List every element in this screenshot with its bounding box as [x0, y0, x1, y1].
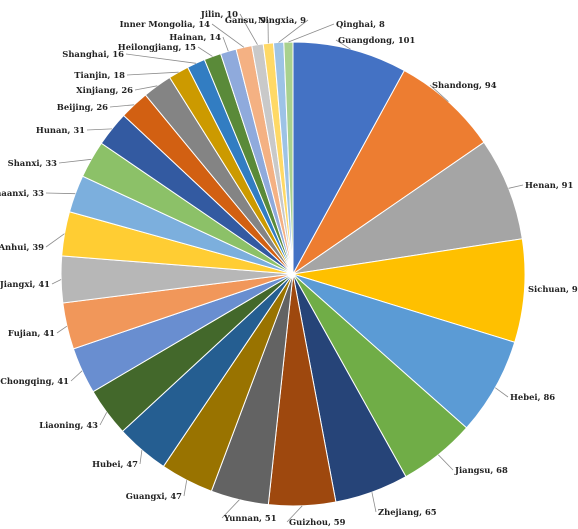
leader-line-hebei: [494, 387, 509, 398]
leader-line-yunnan: [221, 499, 240, 519]
data-label-hebei: Hebei, 86: [510, 392, 555, 402]
leader-line-tianjin: [126, 71, 179, 76]
data-label-beijing: Beijing, 26: [57, 102, 108, 112]
data-label-liaoning: Liaoning, 43: [39, 420, 98, 430]
leader-line-shanxi: [58, 158, 92, 164]
data-label-shanghai: Shanghai, 16: [62, 49, 124, 59]
leader-line-qinghai: [288, 23, 335, 43]
pie-slice-sichuan: [292, 238, 526, 343]
data-label-yunnan: Yunnan, 51: [223, 513, 277, 523]
leader-line-jiangxi: [51, 279, 62, 285]
data-labels: Guangdong, 101 Shandong, 94 Henan, 91 Sichu…: [0, 9, 578, 527]
data-label-jiangsu: Jiangsu, 68: [454, 465, 508, 475]
pie-slice-henan: [292, 141, 523, 275]
leader-line-beijing: [109, 104, 135, 108]
data-label-shanxi: Shanxi, 33: [8, 158, 57, 168]
pie-slices: [60, 41, 526, 507]
leader-line-guizhou: [286, 505, 303, 523]
leader-line-anhui: [45, 233, 65, 248]
data-label-guizhou: Guizhou, 59: [289, 517, 346, 527]
leader-lines: [45, 13, 524, 523]
leader-line-fujian: [56, 325, 68, 334]
data-label-qinghai: Qinghai, 8: [336, 19, 385, 29]
leader-line-chongqing: [70, 370, 83, 382]
data-label-anhui: Anhui, 39: [0, 242, 44, 252]
leader-line-xinjiang: [134, 85, 158, 91]
leader-line-shanghai: [125, 53, 197, 64]
pie-slice-shandong: [292, 69, 485, 275]
leader-line-zhejiang: [371, 492, 377, 513]
data-label-chongqing: Chongqing, 41: [0, 376, 69, 386]
data-label-jilin: Jilin, 10: [200, 9, 238, 19]
leader-line-shaanxi: [45, 192, 76, 195]
leader-line-liaoning: [99, 412, 108, 426]
data-label-ningxia: Ningxia, 9: [258, 15, 306, 25]
data-label-heilongjiang: Heilongjiang, 15: [118, 42, 196, 52]
data-label-henan: Henan, 91: [525, 180, 573, 190]
leader-line-hubei: [139, 450, 143, 465]
leader-line-hunan: [86, 128, 113, 131]
data-label-hainan: Hainan, 14: [169, 32, 221, 42]
leader-line-guangxi: [183, 480, 188, 497]
leader-line-hainan: [222, 36, 229, 52]
data-label-sichuan: Sichuan, 91: [528, 284, 578, 294]
data-label-shandong: Shandong, 94: [432, 80, 497, 90]
leader-line-jilin: [239, 13, 258, 45]
pie-slice-qinghai: [283, 41, 294, 275]
data-label-tianjin: Tianjin, 18: [74, 70, 125, 80]
data-label-shaanxi: Shaanxi, 33: [0, 188, 44, 198]
data-label-hunan: Hunan, 31: [36, 125, 85, 135]
data-label-inner-mongolia: Inner Mongolia, 14: [120, 19, 211, 29]
data-label-gansu: Gansu, 9: [225, 15, 266, 25]
data-label-guangxi: Guangxi, 47: [126, 491, 182, 501]
data-label-jiangxi: Jiangxi, 41: [0, 279, 50, 289]
leader-line-ningxia: [278, 19, 309, 43]
leader-line-shandong: [429, 84, 449, 102]
leader-line-guangdong: [335, 39, 351, 50]
leader-line-inner-mongolia: [211, 23, 245, 48]
data-label-zhejiang: Zhejiang, 65: [378, 507, 437, 517]
data-label-fujian: Fujian, 41: [8, 328, 55, 338]
pie-slice-guangdong: [292, 41, 406, 275]
leader-line-jiangsu: [438, 454, 454, 471]
data-label-xinjiang: Xinjiang, 26: [76, 85, 133, 95]
data-label-guangdong: Guangdong, 101: [338, 35, 415, 45]
leader-line-henan: [508, 184, 524, 189]
leader-line-heilongjiang: [197, 46, 213, 57]
data-label-hubei: Hubei, 47: [92, 459, 138, 469]
